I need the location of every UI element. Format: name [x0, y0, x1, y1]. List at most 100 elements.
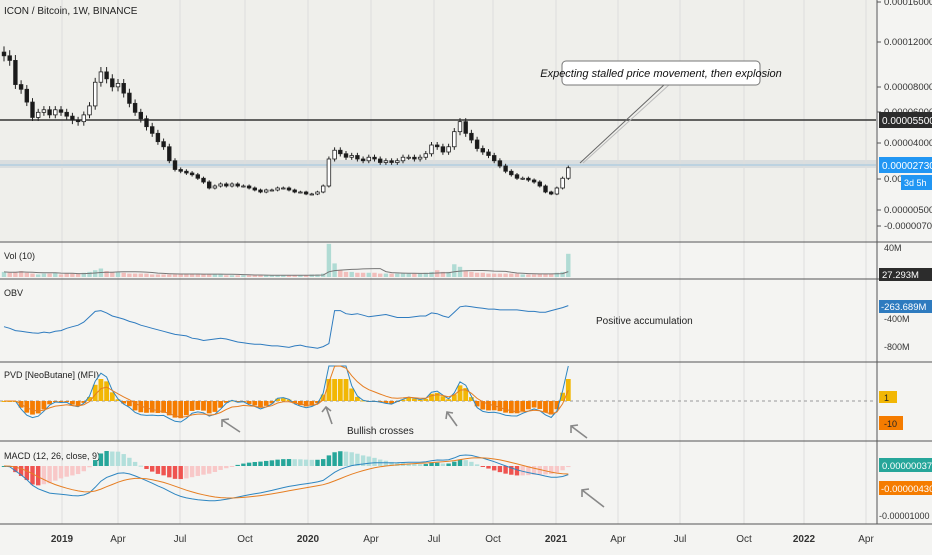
macd-bar	[457, 459, 463, 466]
macd-bar	[526, 466, 531, 476]
candle-body	[514, 174, 520, 179]
callout-box[interactable]	[561, 60, 761, 86]
volume-bar	[110, 271, 115, 277]
candle-body	[486, 151, 491, 156]
candle-body	[383, 160, 389, 163]
candle-body	[121, 83, 126, 94]
volume-bar	[235, 275, 240, 277]
volume-bar	[429, 271, 434, 277]
candle-body	[389, 160, 394, 163]
macd-bar	[440, 463, 446, 466]
candle-body	[93, 81, 98, 107]
candle-body	[47, 109, 52, 116]
pvd-bar	[189, 401, 195, 411]
volume-bar	[224, 275, 229, 277]
macd-bar	[292, 459, 297, 466]
candle-body	[184, 170, 189, 174]
volume-bar	[378, 273, 383, 277]
volume-bar	[514, 273, 520, 277]
volume-bar	[469, 271, 474, 277]
macd-bar	[104, 451, 109, 466]
pvd-bar	[292, 401, 298, 404]
volume-bars	[1, 243, 571, 277]
macd-bar	[321, 459, 326, 466]
volume-bar	[292, 275, 297, 277]
bullish-crosses-note: Bullish crosses	[347, 426, 414, 437]
macd-bar	[235, 464, 240, 466]
pvd-bar	[440, 396, 446, 401]
volume-bar	[298, 275, 303, 277]
pvd-bar	[469, 397, 474, 401]
volume-bar	[189, 273, 195, 277]
volume-bar	[492, 273, 497, 277]
macd-bar	[338, 451, 343, 466]
macd-bar	[423, 464, 428, 466]
candle-body	[423, 153, 428, 158]
candle-body	[115, 83, 121, 88]
volume-bar	[155, 274, 161, 277]
volume-bar	[207, 274, 212, 277]
candle-body	[543, 185, 548, 193]
pvd-bar	[87, 397, 92, 401]
volume-bar	[18, 271, 24, 277]
macd-bar	[360, 455, 366, 466]
time-label-12: 2022	[793, 534, 816, 545]
macd-bar	[298, 459, 303, 466]
volume-bar	[144, 273, 149, 277]
macd-bar	[549, 466, 554, 475]
time-axis[interactable]: 2019 Apr Jul Oct 2020 Apr Jul Oct 2021 Apr Jul Oct 2…	[51, 534, 875, 545]
pvd-bar	[355, 396, 360, 401]
macd-histogram	[1, 451, 571, 486]
obv-current-label: -263.689M	[881, 302, 927, 313]
candle-body	[560, 177, 565, 189]
candle-body	[457, 121, 463, 133]
pvd-bar	[406, 397, 412, 401]
volume-bar	[446, 271, 451, 277]
pvd-bar	[178, 401, 184, 419]
candle-body	[75, 119, 81, 123]
volume-bar	[178, 273, 183, 277]
volume-bar	[474, 272, 480, 277]
candle-body	[474, 139, 480, 149]
volume-bar	[246, 275, 252, 277]
pvd-bar	[98, 379, 104, 401]
pvd-positive-label: 1	[884, 393, 889, 403]
obv-badge	[879, 300, 932, 313]
pvd-bar	[326, 379, 332, 401]
candle-body	[201, 177, 206, 183]
candle-body	[138, 111, 143, 120]
pvd-bar	[349, 388, 355, 401]
macd-bar	[189, 466, 195, 478]
pvd-bar	[429, 393, 434, 401]
candle-body	[366, 156, 371, 162]
volume-bar	[526, 274, 531, 277]
pvd-bar	[463, 388, 469, 401]
candle-body	[520, 177, 525, 180]
macd-bar	[241, 463, 246, 466]
pvd-bar	[486, 401, 491, 411]
volume-bar	[127, 273, 132, 277]
volume-bar	[480, 272, 485, 277]
candle-body	[315, 191, 320, 195]
pvd-bar	[144, 401, 149, 413]
pvd-bar	[543, 401, 548, 413]
volume-bar	[53, 272, 58, 277]
macd-bar	[121, 454, 126, 466]
volume-bar	[132, 273, 138, 277]
macd-bar	[537, 466, 542, 475]
price-tick-label-0: 0.00016000	[884, 0, 932, 8]
macd-bar	[252, 462, 257, 466]
macd-bar	[36, 466, 41, 486]
volume-bar	[41, 273, 47, 277]
volume-title: Vol (10)	[4, 251, 35, 261]
pvd-bar	[298, 401, 303, 406]
macd-bar	[30, 466, 35, 485]
volume-bar	[264, 275, 269, 277]
volume-bar	[229, 275, 235, 277]
candle-body	[549, 191, 554, 195]
macd-bar	[480, 466, 485, 467]
candle-body	[246, 185, 252, 189]
volume-bar	[326, 243, 332, 277]
pvd-bar	[303, 401, 309, 407]
